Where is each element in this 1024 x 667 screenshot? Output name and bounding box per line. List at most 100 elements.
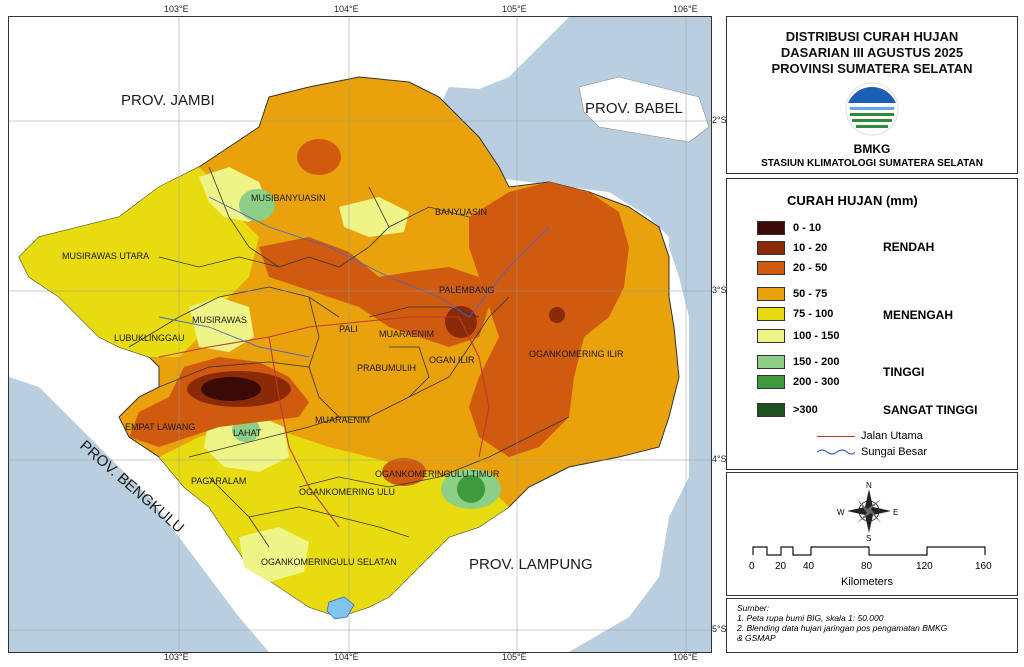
legend-label: 200 - 300: [793, 376, 840, 388]
zone-20-50-central: [259, 237, 489, 347]
legend-road-label: Jalan Utama: [861, 430, 923, 442]
lon-tick-bottom: 105°E: [502, 652, 527, 662]
label-musirawas-utara: MUSIRAWAS UTARA: [62, 251, 149, 261]
bangka-island: [578, 76, 710, 143]
zone-20-50-east: [469, 182, 629, 457]
label-empat-lawang: EMPAT LAWANG: [125, 422, 195, 432]
lat-tick: 3°S: [712, 285, 727, 295]
river-line-icon: [817, 449, 855, 455]
legend-item: >300: [757, 403, 818, 417]
category-sangat-tinggi: SANGAT TINGGI: [883, 403, 978, 417]
compass-rose-icon: [847, 489, 891, 533]
zone-10-20-oki: [549, 307, 565, 323]
lat-tick: 5°S: [712, 624, 727, 634]
legend-label: >300: [793, 404, 818, 416]
label-prov-lampung: PROV. LAMPUNG: [469, 556, 593, 573]
legend-swatch: [757, 307, 785, 321]
label-pali: PALI: [339, 324, 358, 334]
regency-boundaries: [128, 166, 570, 548]
station-name: STASIUN KLIMATOLOGI SUMATERA SELATAN: [761, 158, 983, 169]
label-palembang: PALEMBANG: [439, 285, 494, 295]
map-frame: PROV. JAMBI PROV. BABEL PROV. BENGKULU P…: [8, 16, 712, 653]
sea-east: [479, 17, 711, 652]
category-tinggi: TINGGI: [883, 365, 925, 379]
label-muaraenim-north: MUARAENIM: [379, 329, 434, 339]
zone-100-150-d: [239, 527, 309, 582]
legend-label: 150 - 200: [793, 356, 840, 368]
scale-tick: 80: [861, 561, 873, 572]
main-roads: [158, 316, 490, 528]
legend-label: 0 - 10: [793, 222, 822, 234]
label-prov-jambi: PROV. JAMBI: [121, 92, 215, 109]
legend-item: 150 - 200: [757, 355, 839, 369]
bmkg-logo: [727, 81, 1017, 142]
lon-tick-top: 105°E: [502, 4, 527, 14]
source-line3: & GSMAP: [737, 633, 776, 643]
compass-n: N: [866, 481, 872, 490]
zone-150-200-musibanyuasin: [239, 189, 275, 221]
legend-swatch: [757, 287, 785, 301]
legend-item: 20 - 50: [757, 261, 827, 275]
zone-100-150-c: [204, 412, 289, 472]
sea-southwest: [9, 377, 269, 652]
legend-swatch: [757, 329, 785, 343]
compass-w: W: [837, 508, 845, 517]
zone-200-300-okut: [457, 475, 485, 503]
scale-bar: [752, 546, 986, 556]
label-musirawas: MUSIRAWAS: [192, 315, 247, 325]
legend-label: 75 - 100: [793, 308, 834, 320]
category-rendah: RENDAH: [883, 240, 935, 254]
compass-s: S: [866, 534, 871, 543]
lon-tick-bottom: 103°E: [164, 652, 189, 662]
compass-panel: N S E W 0 20 40 80 120 160 Kilometers: [726, 472, 1018, 596]
compass-e: E: [893, 508, 898, 517]
scale-tick: 40: [803, 561, 815, 572]
lon-tick-top: 106°E: [673, 4, 698, 14]
label-muaraenim: MUARAENIM: [315, 415, 370, 425]
map-title-line1: DISTRIBUSI CURAH HUJAN: [785, 29, 959, 44]
legend-swatch: [757, 375, 785, 389]
label-musibanyuasin: MUSIBANYUASIN: [251, 193, 326, 203]
legend-swatch: [757, 221, 785, 235]
label-okus: OGANKOMERINGULU SELATAN: [261, 557, 397, 567]
source-panel: Sumber: 1. Peta rupa bumi BIG, skala 1: …: [726, 598, 1018, 653]
legend-river: Sungai Besar: [817, 446, 927, 458]
lon-tick-bottom: 104°E: [334, 652, 359, 662]
zone-20-50-north: [297, 139, 341, 175]
scale-tick: 120: [916, 561, 933, 572]
zone-20-50-okut: [382, 458, 426, 486]
bmkg-logo-icon: [845, 82, 899, 136]
legend-swatch: [757, 241, 785, 255]
category-menengah: MENENGAH: [883, 308, 954, 322]
source-heading: Sumber:: [737, 603, 770, 613]
lon-tick-top: 104°E: [334, 4, 359, 14]
scale-tick: 0: [749, 561, 755, 572]
legend-title: CURAH HUJAN (mm): [787, 193, 918, 208]
legend-panel: CURAH HUJAN (mm) 0 - 10 10 - 20 20 - 50 …: [726, 178, 1018, 470]
agency-name: BMKG: [853, 142, 891, 156]
label-ogan-ilir: OGAN ILIR: [429, 355, 475, 365]
label-oki: OGANKOMERING ILIR: [529, 349, 624, 359]
legend-label: 50 - 75: [793, 288, 828, 300]
zone-100-150-e: [339, 197, 409, 237]
label-pagaralam: PAGARALAM: [191, 476, 246, 486]
legend-label: 10 - 20: [793, 242, 828, 254]
source-line2: 2. Blending data hujan jaringan pos peng…: [737, 623, 948, 633]
lat-tick: 4°S: [712, 454, 727, 464]
legend-swatch: [757, 355, 785, 369]
legend-item: 100 - 150: [757, 329, 839, 343]
lat-tick: 2°S: [712, 115, 727, 125]
label-lubuklinggau: LUBUKLINGGAU: [114, 333, 185, 343]
label-okut: OGANKOMERINGULU TIMUR: [375, 469, 500, 479]
label-prabumulih: PRABUMULIH: [357, 363, 416, 373]
road-line-icon: [817, 435, 855, 437]
rainfall-map: PROV. JAMBI PROV. BABEL PROV. BENGKULU P…: [9, 17, 711, 652]
label-prov-babel: PROV. BABEL: [585, 100, 683, 117]
ranau-lake: [326, 596, 355, 620]
lon-tick-bottom: 106°E: [673, 652, 698, 662]
legend-label: 100 - 150: [793, 330, 840, 342]
scale-tick: 160: [975, 561, 992, 572]
label-oku: OGANKOMERING ULU: [299, 487, 395, 497]
legend-river-label: Sungai Besar: [861, 446, 928, 458]
title-panel: DISTRIBUSI CURAH HUJAN DASARIAN III AGUS…: [726, 16, 1018, 174]
